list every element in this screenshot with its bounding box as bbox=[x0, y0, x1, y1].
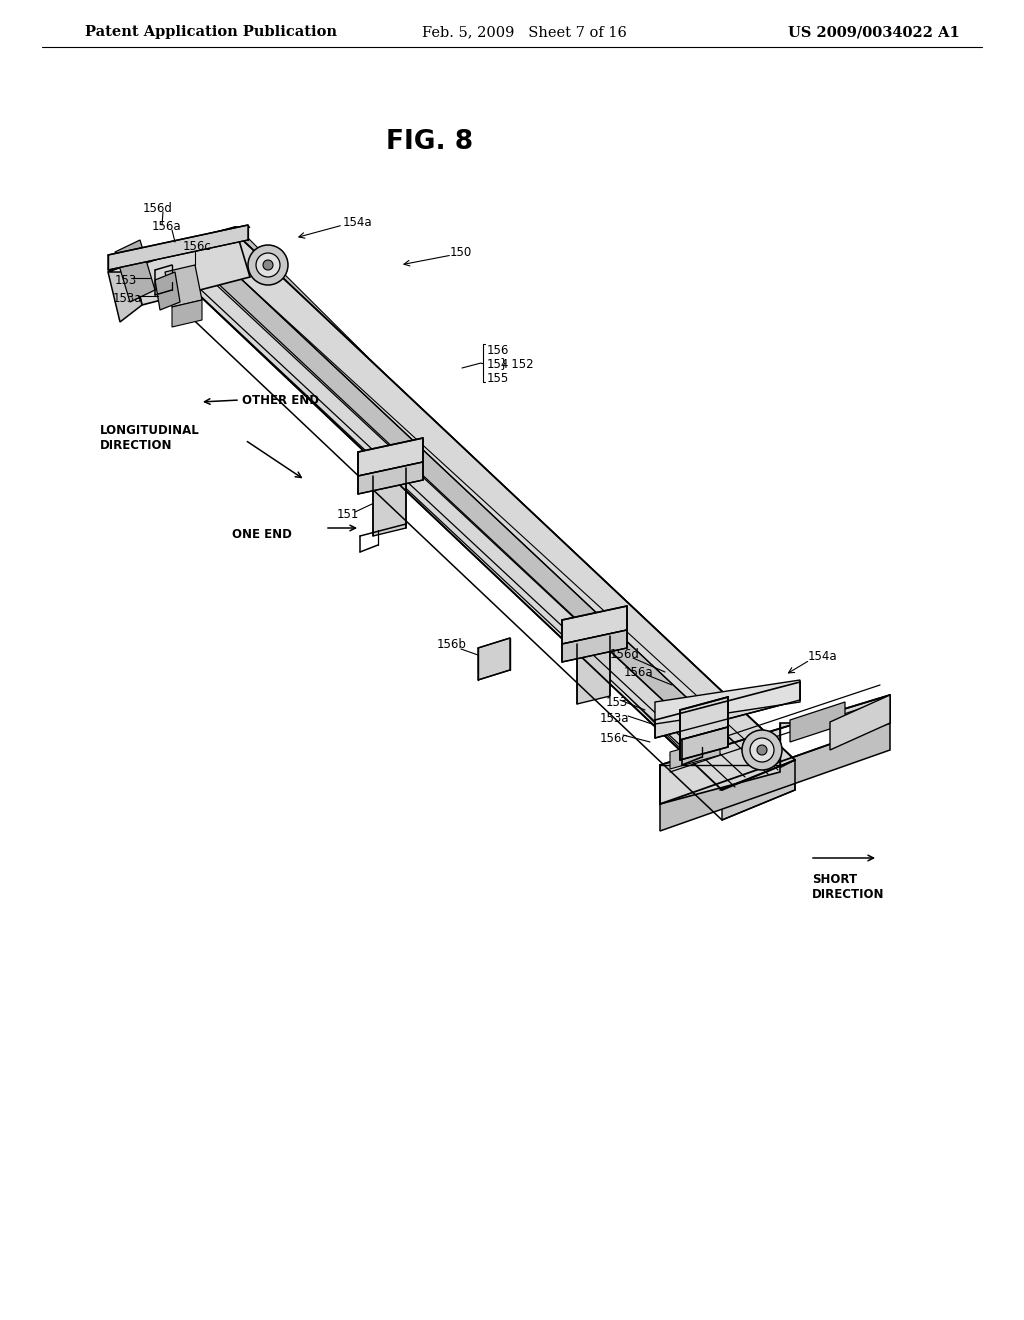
Circle shape bbox=[248, 246, 288, 285]
Polygon shape bbox=[655, 680, 800, 723]
Polygon shape bbox=[108, 224, 248, 271]
Polygon shape bbox=[670, 738, 720, 770]
Text: 153: 153 bbox=[115, 275, 137, 288]
Polygon shape bbox=[108, 227, 250, 272]
Polygon shape bbox=[577, 636, 610, 704]
Text: 156d: 156d bbox=[143, 202, 173, 214]
Text: 156b: 156b bbox=[437, 639, 467, 652]
Polygon shape bbox=[172, 300, 202, 327]
Polygon shape bbox=[478, 638, 510, 680]
Circle shape bbox=[757, 744, 767, 755]
Polygon shape bbox=[655, 682, 800, 738]
Text: 156c: 156c bbox=[600, 731, 629, 744]
Text: 156c: 156c bbox=[183, 240, 212, 253]
Text: FIG. 8: FIG. 8 bbox=[386, 129, 473, 154]
Text: 153a: 153a bbox=[113, 293, 142, 305]
Polygon shape bbox=[130, 227, 250, 305]
Text: 156d: 156d bbox=[610, 648, 640, 660]
Text: US 2009/0034022 A1: US 2009/0034022 A1 bbox=[788, 25, 961, 40]
Polygon shape bbox=[358, 462, 423, 494]
Text: 154a: 154a bbox=[343, 215, 373, 228]
Text: 154a: 154a bbox=[808, 651, 838, 664]
Circle shape bbox=[263, 260, 273, 271]
Circle shape bbox=[256, 253, 280, 277]
Text: 153a: 153a bbox=[600, 713, 630, 726]
Polygon shape bbox=[205, 230, 795, 774]
Polygon shape bbox=[562, 630, 627, 663]
Text: } 152: } 152 bbox=[500, 358, 534, 371]
Text: LONGITUDINAL
DIRECTION: LONGITUDINAL DIRECTION bbox=[100, 424, 200, 451]
Polygon shape bbox=[680, 727, 728, 760]
Text: 150: 150 bbox=[450, 246, 472, 259]
Polygon shape bbox=[358, 438, 423, 477]
Text: 153: 153 bbox=[606, 697, 629, 710]
Polygon shape bbox=[155, 272, 180, 310]
Polygon shape bbox=[562, 606, 627, 644]
Polygon shape bbox=[722, 760, 795, 820]
Polygon shape bbox=[108, 255, 142, 322]
Polygon shape bbox=[830, 696, 890, 750]
Polygon shape bbox=[115, 240, 155, 302]
Polygon shape bbox=[162, 230, 795, 789]
Text: SHORT
DIRECTION: SHORT DIRECTION bbox=[812, 873, 885, 902]
Polygon shape bbox=[162, 230, 232, 290]
Text: 156a: 156a bbox=[152, 219, 181, 232]
Polygon shape bbox=[165, 265, 202, 308]
Polygon shape bbox=[373, 469, 406, 536]
Text: Feb. 5, 2009   Sheet 7 of 16: Feb. 5, 2009 Sheet 7 of 16 bbox=[422, 25, 627, 40]
Text: 155: 155 bbox=[487, 372, 509, 385]
Polygon shape bbox=[660, 723, 890, 832]
Polygon shape bbox=[680, 697, 728, 741]
Text: 156a: 156a bbox=[624, 665, 653, 678]
Text: 151: 151 bbox=[337, 508, 359, 521]
Text: Patent Application Publication: Patent Application Publication bbox=[85, 25, 337, 40]
Text: 154: 154 bbox=[487, 358, 509, 371]
Text: ONE END: ONE END bbox=[232, 528, 292, 541]
Text: OTHER END: OTHER END bbox=[242, 393, 319, 407]
Polygon shape bbox=[660, 696, 890, 804]
Circle shape bbox=[742, 730, 782, 770]
Text: 156: 156 bbox=[487, 343, 509, 356]
Polygon shape bbox=[195, 238, 775, 788]
Polygon shape bbox=[162, 260, 745, 777]
Circle shape bbox=[750, 738, 774, 762]
Polygon shape bbox=[790, 702, 845, 742]
